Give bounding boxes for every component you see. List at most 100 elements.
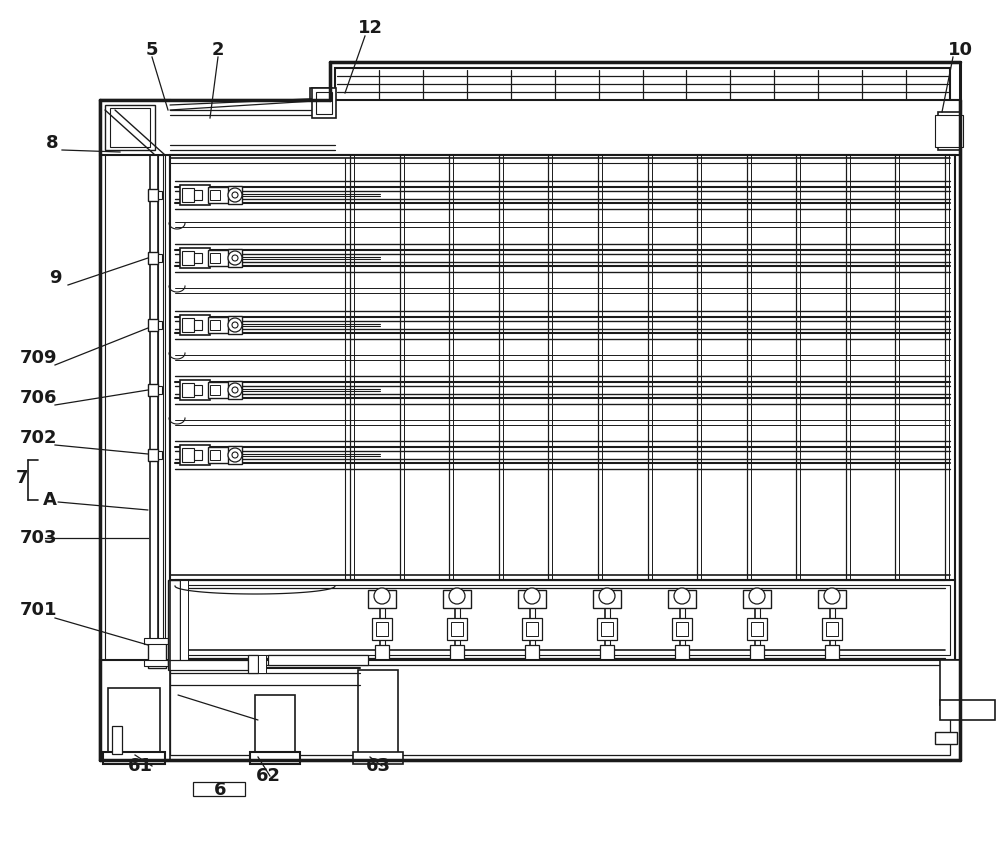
Bar xyxy=(105,105,165,755)
Bar xyxy=(210,253,220,263)
Bar xyxy=(210,450,220,460)
Text: 703: 703 xyxy=(19,529,57,547)
Text: 5: 5 xyxy=(146,41,158,59)
Text: 12: 12 xyxy=(358,19,383,37)
Bar xyxy=(601,622,613,636)
Bar xyxy=(158,386,162,394)
Circle shape xyxy=(824,588,840,604)
Bar xyxy=(208,250,230,266)
Bar xyxy=(228,249,242,267)
Bar xyxy=(526,622,538,636)
Bar xyxy=(751,622,763,636)
Bar xyxy=(158,155,163,665)
Circle shape xyxy=(449,588,465,604)
Bar xyxy=(310,88,332,118)
Text: 9: 9 xyxy=(49,269,61,287)
Bar xyxy=(822,618,842,640)
Bar xyxy=(208,447,230,463)
Bar xyxy=(112,726,122,754)
Bar xyxy=(208,317,230,333)
Bar xyxy=(228,446,242,464)
Text: 10: 10 xyxy=(948,41,972,59)
Bar xyxy=(228,186,242,204)
Bar xyxy=(358,670,398,760)
Bar xyxy=(210,385,220,395)
Bar xyxy=(268,655,368,665)
Bar xyxy=(353,752,403,764)
Bar xyxy=(180,315,210,335)
Bar xyxy=(144,638,170,644)
Bar xyxy=(180,445,210,465)
Text: 63: 63 xyxy=(366,757,391,775)
Text: 6: 6 xyxy=(214,781,226,799)
Bar xyxy=(100,100,170,760)
Bar xyxy=(312,88,336,118)
Bar xyxy=(100,100,960,155)
Bar xyxy=(375,645,389,663)
Bar xyxy=(675,645,689,663)
Bar xyxy=(443,590,471,608)
Bar xyxy=(168,660,248,670)
Bar xyxy=(255,695,295,760)
Bar xyxy=(105,105,155,150)
Bar xyxy=(150,155,158,665)
Circle shape xyxy=(232,192,238,198)
Circle shape xyxy=(228,383,242,397)
Bar xyxy=(210,190,220,200)
Bar xyxy=(940,700,995,720)
Bar xyxy=(522,618,542,640)
Circle shape xyxy=(228,188,242,202)
Bar xyxy=(451,622,463,636)
Bar xyxy=(148,319,158,331)
Bar xyxy=(518,590,546,608)
Bar xyxy=(148,640,166,668)
Text: 7: 7 xyxy=(16,469,28,487)
Circle shape xyxy=(524,588,540,604)
Bar xyxy=(826,622,838,636)
Bar xyxy=(170,665,950,755)
Text: 702: 702 xyxy=(19,429,57,447)
Bar xyxy=(194,450,202,460)
Bar xyxy=(600,645,614,663)
Circle shape xyxy=(749,588,765,604)
Circle shape xyxy=(599,588,615,604)
Bar xyxy=(182,188,194,202)
Circle shape xyxy=(232,452,238,458)
Bar xyxy=(335,68,950,158)
Bar xyxy=(100,100,960,760)
Bar xyxy=(250,752,300,764)
Text: A: A xyxy=(43,491,57,509)
Bar xyxy=(938,112,960,150)
Bar xyxy=(210,320,220,330)
Text: 2: 2 xyxy=(212,41,224,59)
Circle shape xyxy=(232,387,238,393)
Bar xyxy=(148,449,158,461)
Bar xyxy=(368,590,396,608)
Bar xyxy=(818,590,846,608)
Bar xyxy=(935,732,957,744)
Circle shape xyxy=(232,255,238,261)
Bar xyxy=(747,618,767,640)
Bar xyxy=(376,622,388,636)
Bar xyxy=(180,185,210,205)
Bar xyxy=(180,580,188,665)
Text: 8: 8 xyxy=(46,134,58,152)
Bar xyxy=(593,590,621,608)
Bar xyxy=(148,384,158,396)
Bar xyxy=(258,655,266,673)
Bar xyxy=(208,187,230,203)
Bar xyxy=(935,115,963,147)
Bar xyxy=(180,248,210,268)
Bar xyxy=(182,383,194,397)
Bar xyxy=(194,190,202,200)
Text: 709: 709 xyxy=(19,349,57,367)
Bar xyxy=(158,321,162,329)
Bar xyxy=(525,645,539,663)
Bar xyxy=(193,782,245,796)
Text: 62: 62 xyxy=(256,767,281,785)
Bar xyxy=(170,155,955,665)
Bar xyxy=(182,448,194,462)
Bar xyxy=(170,580,955,660)
Text: 706: 706 xyxy=(19,389,57,407)
Bar xyxy=(750,645,764,663)
